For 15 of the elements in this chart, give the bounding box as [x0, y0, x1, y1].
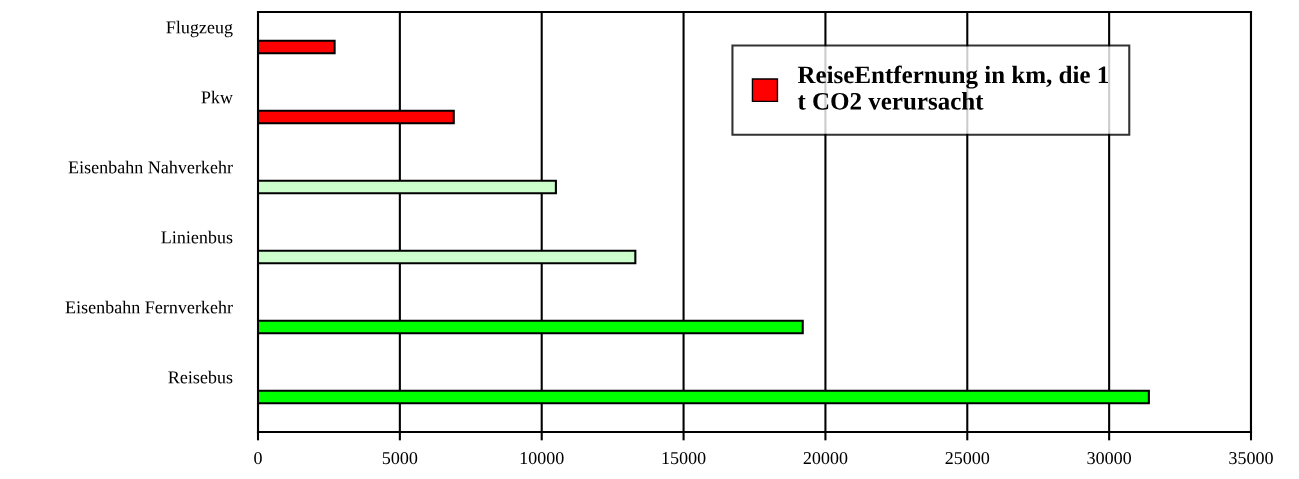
y-tick-label: Linienbus	[161, 230, 233, 244]
x-tick-label: 5000	[382, 451, 418, 465]
y-tick-label: Reisebus	[168, 370, 233, 384]
y-tick-label: Eisenbahn Fernverkehr	[65, 300, 233, 314]
x-tick-label: 30000	[1087, 451, 1132, 465]
y-tick-label: Eisenbahn Nahverkehr	[68, 160, 233, 174]
y-tick-label: Pkw	[201, 90, 233, 104]
x-tick-label: 35000	[1229, 451, 1273, 465]
legend-label: ReiseEntfernung in km, die 1 t CO2 verursacht	[797, 65, 1108, 110]
x-tick-label: 15000	[662, 451, 706, 465]
x-tick-label: 25000	[945, 451, 990, 465]
x-tick-label: 10000	[520, 451, 564, 465]
x-tick-label: 0	[254, 451, 262, 465]
y-tick-label: Flugzeug	[166, 20, 233, 38]
x-tick-label: 20000	[803, 451, 848, 465]
